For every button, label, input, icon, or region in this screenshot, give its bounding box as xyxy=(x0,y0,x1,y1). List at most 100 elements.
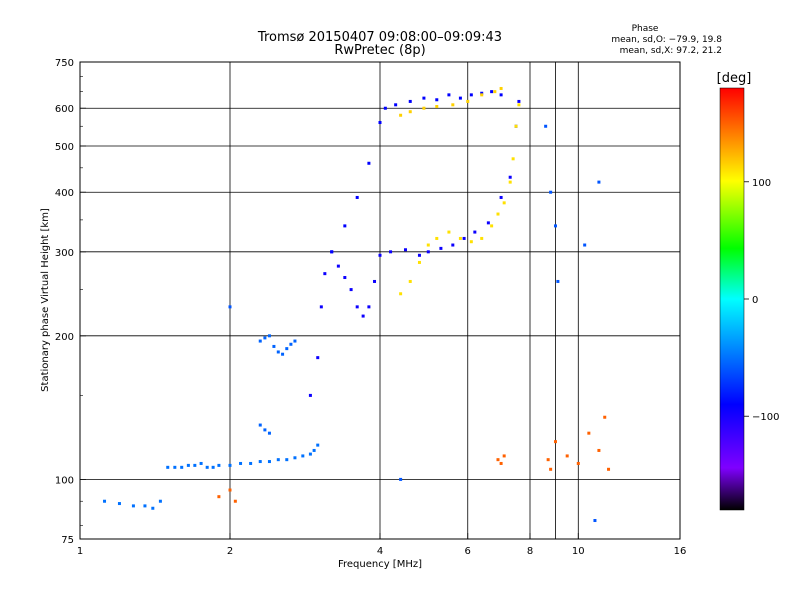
data-point xyxy=(233,499,237,503)
data-point xyxy=(349,288,353,292)
data-point xyxy=(267,431,271,435)
data-point xyxy=(199,461,203,465)
x-tick-label: 6 xyxy=(465,546,471,557)
data-point xyxy=(593,519,597,523)
data-point xyxy=(228,305,232,309)
data-point xyxy=(544,124,548,128)
x-tick-label: 10 xyxy=(572,546,585,557)
x-axis-label: Frequency [MHz] xyxy=(338,559,422,570)
data-point xyxy=(490,224,494,228)
grid xyxy=(80,62,680,539)
data-point xyxy=(490,90,494,94)
chart-subtitle: RwPretec (8p) xyxy=(334,43,425,58)
data-point xyxy=(399,292,403,296)
data-points xyxy=(103,86,611,523)
data-point xyxy=(499,86,503,90)
data-point xyxy=(597,180,601,184)
data-point xyxy=(355,305,359,309)
data-point xyxy=(435,105,439,109)
y-tick-label: 600 xyxy=(55,104,74,115)
data-point xyxy=(151,506,155,510)
data-point xyxy=(343,276,347,280)
y-tick-label: 300 xyxy=(55,248,74,259)
x-tick-label: 8 xyxy=(527,546,533,557)
phase-box-title: Phase xyxy=(632,24,659,34)
data-point xyxy=(378,121,382,125)
data-point xyxy=(408,110,412,114)
y-tick-label: 400 xyxy=(55,188,74,199)
data-point xyxy=(469,93,473,97)
data-point xyxy=(173,465,177,469)
data-point xyxy=(439,246,443,250)
phase-box-line-o: mean, sd,O: −79.9, 19.8 xyxy=(611,35,722,45)
data-point xyxy=(276,350,280,354)
data-point xyxy=(583,243,587,247)
data-point xyxy=(458,96,462,100)
data-point xyxy=(466,99,470,103)
data-point xyxy=(469,240,473,244)
data-point xyxy=(435,236,439,240)
data-point xyxy=(166,465,170,469)
data-point xyxy=(517,103,521,107)
data-point xyxy=(361,314,365,318)
data-point xyxy=(549,190,553,194)
data-point xyxy=(131,504,135,508)
x-tick-label: 4 xyxy=(377,546,383,557)
data-point xyxy=(473,230,477,234)
data-point xyxy=(451,243,455,247)
data-point xyxy=(373,279,377,283)
data-point xyxy=(367,305,371,309)
data-point xyxy=(228,488,232,492)
data-point xyxy=(417,253,421,257)
data-point xyxy=(426,243,430,247)
data-point xyxy=(499,195,503,199)
data-point xyxy=(496,212,500,216)
data-point xyxy=(607,467,611,471)
data-point xyxy=(117,502,121,506)
data-point xyxy=(556,279,560,283)
data-point xyxy=(480,236,484,240)
data-point xyxy=(378,253,382,257)
data-point xyxy=(319,305,323,309)
data-point xyxy=(211,465,215,469)
y-tick-label: 750 xyxy=(55,58,74,69)
data-point xyxy=(508,175,512,179)
data-point xyxy=(308,452,312,456)
data-point xyxy=(343,224,347,228)
data-point xyxy=(447,230,451,234)
data-point xyxy=(217,463,221,467)
data-point xyxy=(367,161,371,165)
data-point xyxy=(517,99,521,103)
data-point xyxy=(289,342,293,346)
data-point xyxy=(486,221,490,225)
data-point xyxy=(408,279,412,283)
data-point xyxy=(565,454,569,458)
data-point xyxy=(263,428,267,432)
y-axis-label: Stationary phase Virtual Height [km] xyxy=(40,208,51,392)
data-point xyxy=(330,250,334,254)
data-point xyxy=(193,463,197,467)
data-point xyxy=(258,339,262,343)
x-tick-label: 2 xyxy=(227,546,233,557)
data-point xyxy=(480,93,484,97)
data-point xyxy=(312,448,316,452)
chart-title: Tromsø 20150407 09:08:00–09:09:43 xyxy=(257,30,502,45)
colorbar xyxy=(719,87,745,511)
data-point xyxy=(546,458,550,462)
data-point xyxy=(408,99,412,103)
data-point xyxy=(399,477,403,481)
data-point xyxy=(417,260,421,264)
data-point xyxy=(549,467,553,471)
phase-box-line-x: mean, sd,X: 97.2, 21.2 xyxy=(620,46,722,56)
data-point xyxy=(285,458,289,462)
data-point xyxy=(143,504,147,508)
data-point xyxy=(258,460,262,464)
x-tick-label: 1 xyxy=(77,546,83,557)
data-point xyxy=(462,236,466,240)
data-point xyxy=(576,461,580,465)
data-point xyxy=(239,461,243,465)
data-point xyxy=(389,250,393,254)
data-point xyxy=(323,272,327,276)
data-point xyxy=(426,250,430,254)
